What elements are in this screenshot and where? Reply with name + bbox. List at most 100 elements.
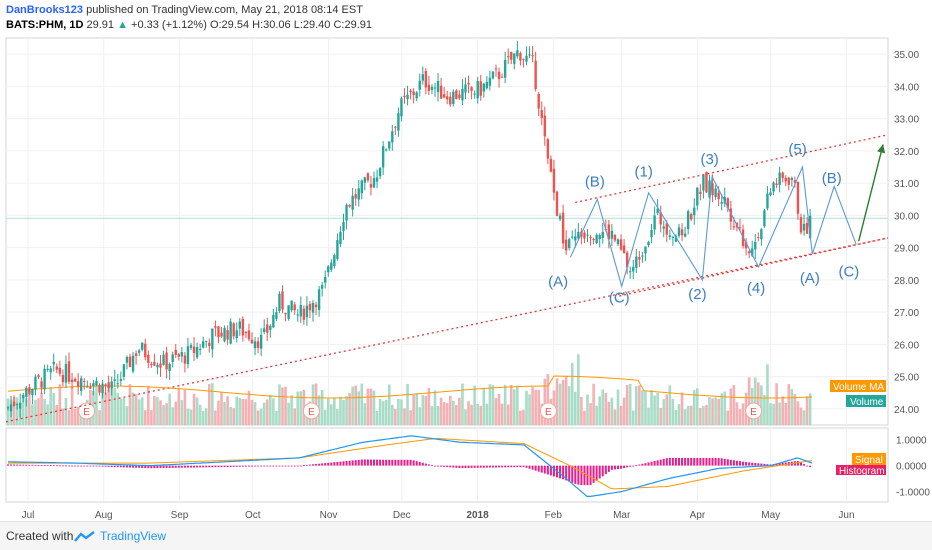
- candle-body: [31, 389, 34, 396]
- volume-bar: [757, 382, 760, 425]
- footer: Created with TradingView: [0, 521, 932, 550]
- volume-bar: [412, 395, 415, 425]
- histogram-bar: [516, 465, 519, 468]
- price-tick-label: 31.00: [894, 179, 919, 190]
- volume-bar: [177, 387, 181, 425]
- volume-bar: [406, 383, 409, 425]
- candle-body: [751, 248, 754, 256]
- candle-body: [272, 314, 275, 328]
- candle-body: [500, 76, 504, 78]
- candle-body: [159, 363, 162, 368]
- volume-bar: [616, 389, 620, 425]
- candle-body: [153, 361, 156, 366]
- volume-bar: [159, 400, 162, 425]
- volume-bar: [244, 399, 248, 425]
- candle-body: [439, 85, 443, 99]
- volume-bar: [223, 401, 226, 425]
- publish-info: published on TradingView.com, May 21, 20…: [86, 4, 363, 16]
- histogram-tag: [836, 465, 886, 475]
- candle-body: [635, 256, 638, 268]
- tradingview-link[interactable]: TradingView: [100, 529, 167, 543]
- volume-bar: [259, 408, 263, 425]
- histogram-bar: [507, 465, 510, 468]
- candle-body: [70, 379, 74, 383]
- candle-body: [250, 339, 254, 344]
- volume-bar: [156, 397, 159, 425]
- volume-bar: [778, 402, 781, 425]
- volume-bar: [391, 404, 394, 425]
- volume-bar: [253, 402, 257, 425]
- author-name[interactable]: DanBrooks123: [6, 4, 84, 16]
- candle-body: [95, 380, 98, 386]
- volume-bar: [631, 410, 635, 425]
- volume-bar: [409, 410, 412, 425]
- histogram-bar: [52, 465, 55, 467]
- volume-bar: [522, 409, 525, 425]
- candle-body: [662, 226, 665, 229]
- histogram-bar: [693, 457, 696, 466]
- candle-body: [488, 77, 492, 86]
- volume-bar: [711, 398, 714, 425]
- histogram-bar: [251, 465, 253, 467]
- candle-body: [476, 81, 479, 99]
- volume-bar: [6, 398, 10, 425]
- histogram-bar: [25, 464, 28, 466]
- histogram-bar: [10, 464, 13, 466]
- candle-body: [424, 70, 428, 88]
- histogram-bar: [278, 465, 281, 467]
- histogram-bar: [735, 460, 738, 466]
- histogram-bar: [366, 459, 369, 466]
- volume-bar: [342, 399, 345, 425]
- histogram-bar: [595, 465, 598, 481]
- histogram-bar: [449, 465, 452, 468]
- histogram-bar: [717, 458, 720, 466]
- histogram-bar: [122, 465, 125, 468]
- histogram-bar: [778, 463, 781, 466]
- histogram-bar: [674, 457, 677, 466]
- volume-bar: [583, 410, 586, 425]
- histogram-bar: [382, 459, 385, 466]
- histogram-bar: [418, 461, 421, 466]
- trendline: [619, 237, 889, 297]
- candle-body: [37, 375, 40, 377]
- chart-canvas[interactable]: E E E E Volume MA Volume (A) (B) (C) (1) (2) (3) (4…: [0, 0, 932, 522]
- volume-bar: [198, 404, 202, 425]
- histogram-bar: [495, 465, 497, 468]
- volume-bar: [378, 398, 382, 425]
- histogram-bar: [223, 465, 226, 468]
- wave-label: (A): [800, 270, 820, 287]
- volume-bar: [445, 403, 449, 425]
- candle-body: [324, 277, 327, 283]
- histogram-bar: [43, 465, 46, 466]
- candle-body: [546, 139, 550, 159]
- candle-body: [22, 394, 25, 399]
- volume-bar: [180, 400, 184, 425]
- histogram-bar: [397, 459, 400, 466]
- histogram-bar: [501, 465, 504, 468]
- volume-bar: [476, 404, 479, 425]
- volume-bar: [250, 399, 254, 425]
- candle-body: [241, 318, 245, 336]
- histogram-bar: [577, 465, 580, 485]
- volume-bar: [784, 403, 788, 425]
- histogram-bar: [214, 465, 217, 468]
- volume-bar: [369, 388, 373, 425]
- volume-bar: [528, 394, 531, 425]
- volume-bar: [12, 397, 16, 425]
- candle-body: [415, 92, 418, 99]
- histogram-bar: [525, 465, 528, 468]
- volume-bar: [439, 397, 443, 425]
- candle-body: [805, 222, 809, 234]
- candle-body: [668, 235, 672, 238]
- candle-body: [433, 87, 437, 89]
- candle-body: [25, 387, 28, 397]
- candle-body: [491, 71, 495, 79]
- histogram-bar: [183, 465, 186, 468]
- volume-bar: [647, 407, 650, 425]
- candle-body: [73, 378, 77, 382]
- volume-bar: [46, 404, 49, 425]
- candle-body: [683, 233, 687, 237]
- volume-bar: [671, 398, 675, 425]
- signal-line: [8, 437, 813, 490]
